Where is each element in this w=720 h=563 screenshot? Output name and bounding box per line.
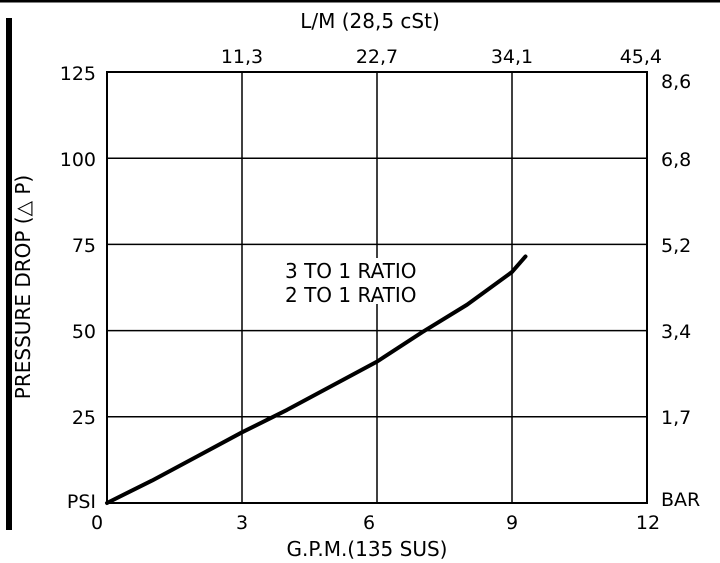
ratio-annotation-line: 3 TO 1 RATIO	[285, 259, 417, 283]
top-tick-label: 22,7	[356, 46, 398, 68]
right-tick-label: 5,2	[661, 235, 691, 257]
y-tick-label: 75	[72, 235, 96, 257]
series-group	[105, 254, 528, 505]
y-tick-label: 50	[72, 321, 96, 343]
x-tick-label: 12	[636, 512, 660, 534]
y-axis-label: PRESSURE DROP (△ P)	[11, 175, 35, 399]
right-unit-label: BAR	[661, 489, 700, 511]
x-tick-label: 3	[236, 512, 248, 534]
y-tick-label: 125	[60, 63, 96, 85]
x-tick-label: 0	[91, 512, 103, 534]
x-axis-label: G.P.M.(135 SUS)	[287, 537, 448, 561]
left-unit-label: PSI	[67, 491, 96, 513]
right-tick-label: 6,8	[661, 149, 691, 171]
ratio-annotation-line: 2 TO 1 RATIO	[285, 283, 417, 307]
right-tick-label: 8,6	[661, 71, 691, 93]
right-tick-label: 3,4	[661, 321, 691, 343]
series-line	[105, 254, 528, 505]
ratio-annotation: 3 TO 1 RATIO 2 TO 1 RATIO	[278, 258, 450, 307]
x-tick-label: 6	[363, 512, 375, 534]
y-tick-label: 25	[72, 407, 96, 429]
top-axis-label: L/M (28,5 cSt)	[300, 9, 440, 33]
right-tick-label: 1,7	[661, 407, 691, 429]
x-tick-label: 9	[506, 512, 518, 534]
y-tick-label: 100	[60, 149, 96, 171]
top-tick-label: 34,1	[491, 46, 533, 68]
top-tick-label: 45,4	[620, 46, 662, 68]
top-tick-label: 11,3	[221, 46, 263, 68]
